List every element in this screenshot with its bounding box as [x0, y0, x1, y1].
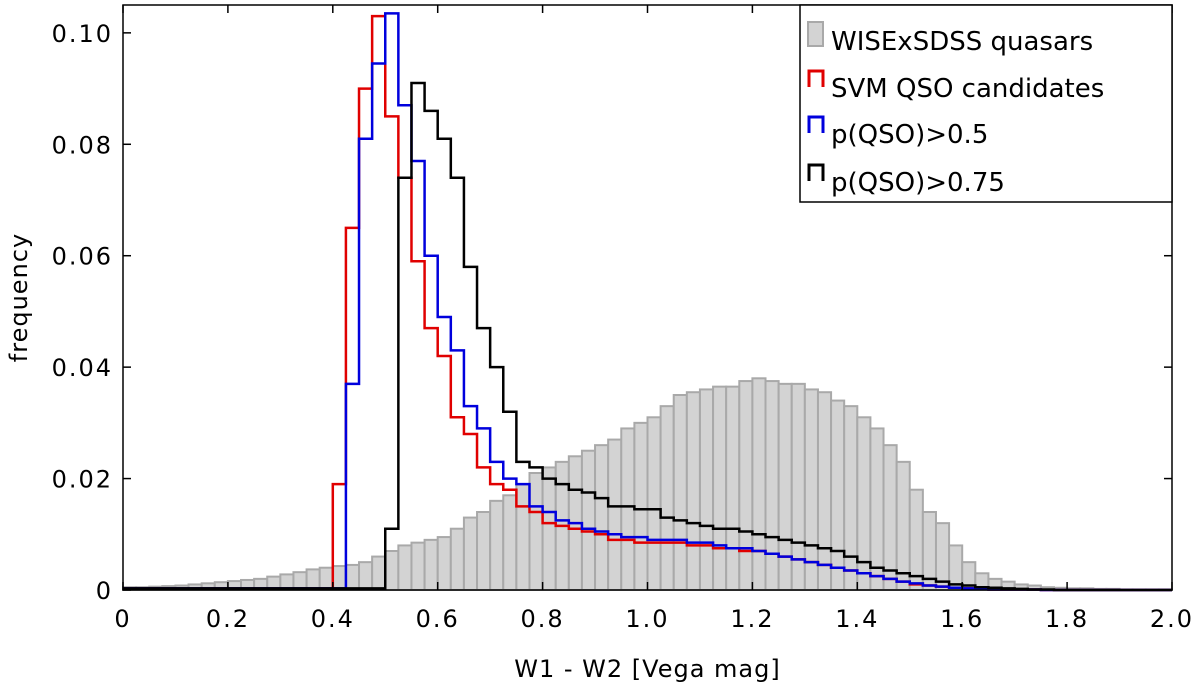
wise-sdss-bar: [594, 444, 610, 591]
x-tick-label: 0.4: [311, 605, 355, 633]
wise-sdss-bar: [515, 483, 531, 591]
x-tick-label: 0.2: [206, 605, 250, 633]
wise-sdss-bar: [305, 568, 321, 592]
wise-sdss-bar: [620, 427, 636, 591]
x-tick-label: 1.6: [940, 605, 984, 633]
wise-sdss-bar: [725, 385, 741, 591]
legend-label-p05: p(QSO)>0.5: [831, 120, 988, 150]
wise-sdss-bar: [843, 405, 859, 591]
y-tick-label: 0.10: [52, 20, 113, 48]
wise-sdss-bar: [384, 550, 400, 591]
y-tick-label: 0.06: [52, 243, 113, 271]
wise-sdss-bar: [659, 405, 675, 591]
wise-sdss-bar: [476, 511, 492, 591]
wise-sdss-bar: [934, 522, 951, 592]
x-tick-label: 1.4: [835, 605, 879, 633]
wise-sdss-bar: [895, 460, 911, 591]
legend-swatch-svm: [807, 69, 825, 87]
wise-sdss-bar: [830, 399, 846, 592]
y-axis-ticks: 0 0.02 0.04 0.06 0.08 0.10: [52, 20, 1172, 605]
p-qso-075-step-line: [123, 81, 1172, 592]
x-tick-label: 0.8: [521, 605, 565, 633]
wise-sdss-bar: [541, 466, 557, 591]
y-tick-label: 0.02: [52, 466, 113, 494]
y-tick-label: 0: [96, 577, 113, 605]
wise-sdss-bar: [751, 377, 767, 591]
wise-sdss-bar: [672, 394, 688, 591]
wise-sdss-bar: [410, 541, 426, 592]
y-tick-label: 0.04: [52, 354, 113, 382]
x-axis-label: W1 - W2 [Vega mag]: [514, 655, 780, 683]
wise-sdss-bar: [462, 516, 479, 591]
wise-sdss-bar: [856, 416, 872, 591]
legend-swatch-p05: [807, 115, 825, 133]
wise-sdss-bar: [712, 385, 728, 591]
wise-sdss-bar: [882, 444, 898, 591]
wise-sdss-bar: [816, 391, 833, 592]
y-tick-label: 0.08: [52, 131, 113, 159]
x-tick-label: 0: [114, 605, 131, 633]
x-tick-label: 1.2: [730, 605, 774, 633]
legend-label-p075: p(QSO)>0.75: [831, 168, 1005, 198]
legend-label-svm: SVM QSO candidates: [831, 74, 1104, 104]
wise-sdss-bar: [358, 561, 374, 592]
wise-sdss-bar: [449, 527, 465, 592]
wise-sdss-bar: [764, 380, 780, 592]
legend: WISExSDSS quasars SVM QSO candidates p(Q…: [799, 4, 1173, 203]
wise-sdss-bar: [738, 380, 754, 592]
legend-box: [799, 4, 1173, 203]
legend-swatch-p075: [807, 163, 825, 181]
x-tick-label: 2.0: [1150, 605, 1194, 633]
legend-swatch-wise-sdss: [807, 21, 824, 47]
wise-sdss-bars: [122, 377, 1173, 592]
wise-sdss-bar: [436, 536, 452, 591]
wise-sdss-bar: [331, 565, 347, 591]
wise-sdss-bar: [371, 555, 387, 591]
y-axis-label: frequency: [5, 233, 33, 362]
wise-sdss-bar: [607, 438, 623, 592]
wise-sdss-bar: [397, 544, 413, 592]
step-lines: [123, 12, 1172, 592]
wise-sdss-bar: [803, 388, 819, 591]
wise-sdss-bar: [344, 563, 361, 592]
x-tick-label: 1.8: [1045, 605, 1089, 633]
wise-sdss-bar: [646, 416, 662, 591]
wise-sdss-bar: [633, 421, 649, 591]
wise-sdss-bar: [489, 499, 505, 592]
wise-sdss-bar: [698, 388, 715, 591]
x-tick-label: 0.6: [416, 605, 460, 633]
wise-sdss-bar: [318, 566, 334, 592]
wise-sdss-bar: [423, 538, 439, 591]
wise-sdss-bar: [528, 472, 544, 591]
wise-sdss-bar: [502, 494, 518, 591]
x-tick-label: 1.0: [625, 605, 669, 633]
wise-sdss-bar: [685, 391, 701, 592]
wise-sdss-bar: [580, 449, 597, 592]
wise-sdss-bar: [777, 382, 793, 591]
p-qso-05-step-line: [123, 12, 1172, 592]
legend-label-wise-sdss: WISExSDSS quasars: [831, 27, 1093, 57]
wise-sdss-bar: [869, 427, 885, 591]
